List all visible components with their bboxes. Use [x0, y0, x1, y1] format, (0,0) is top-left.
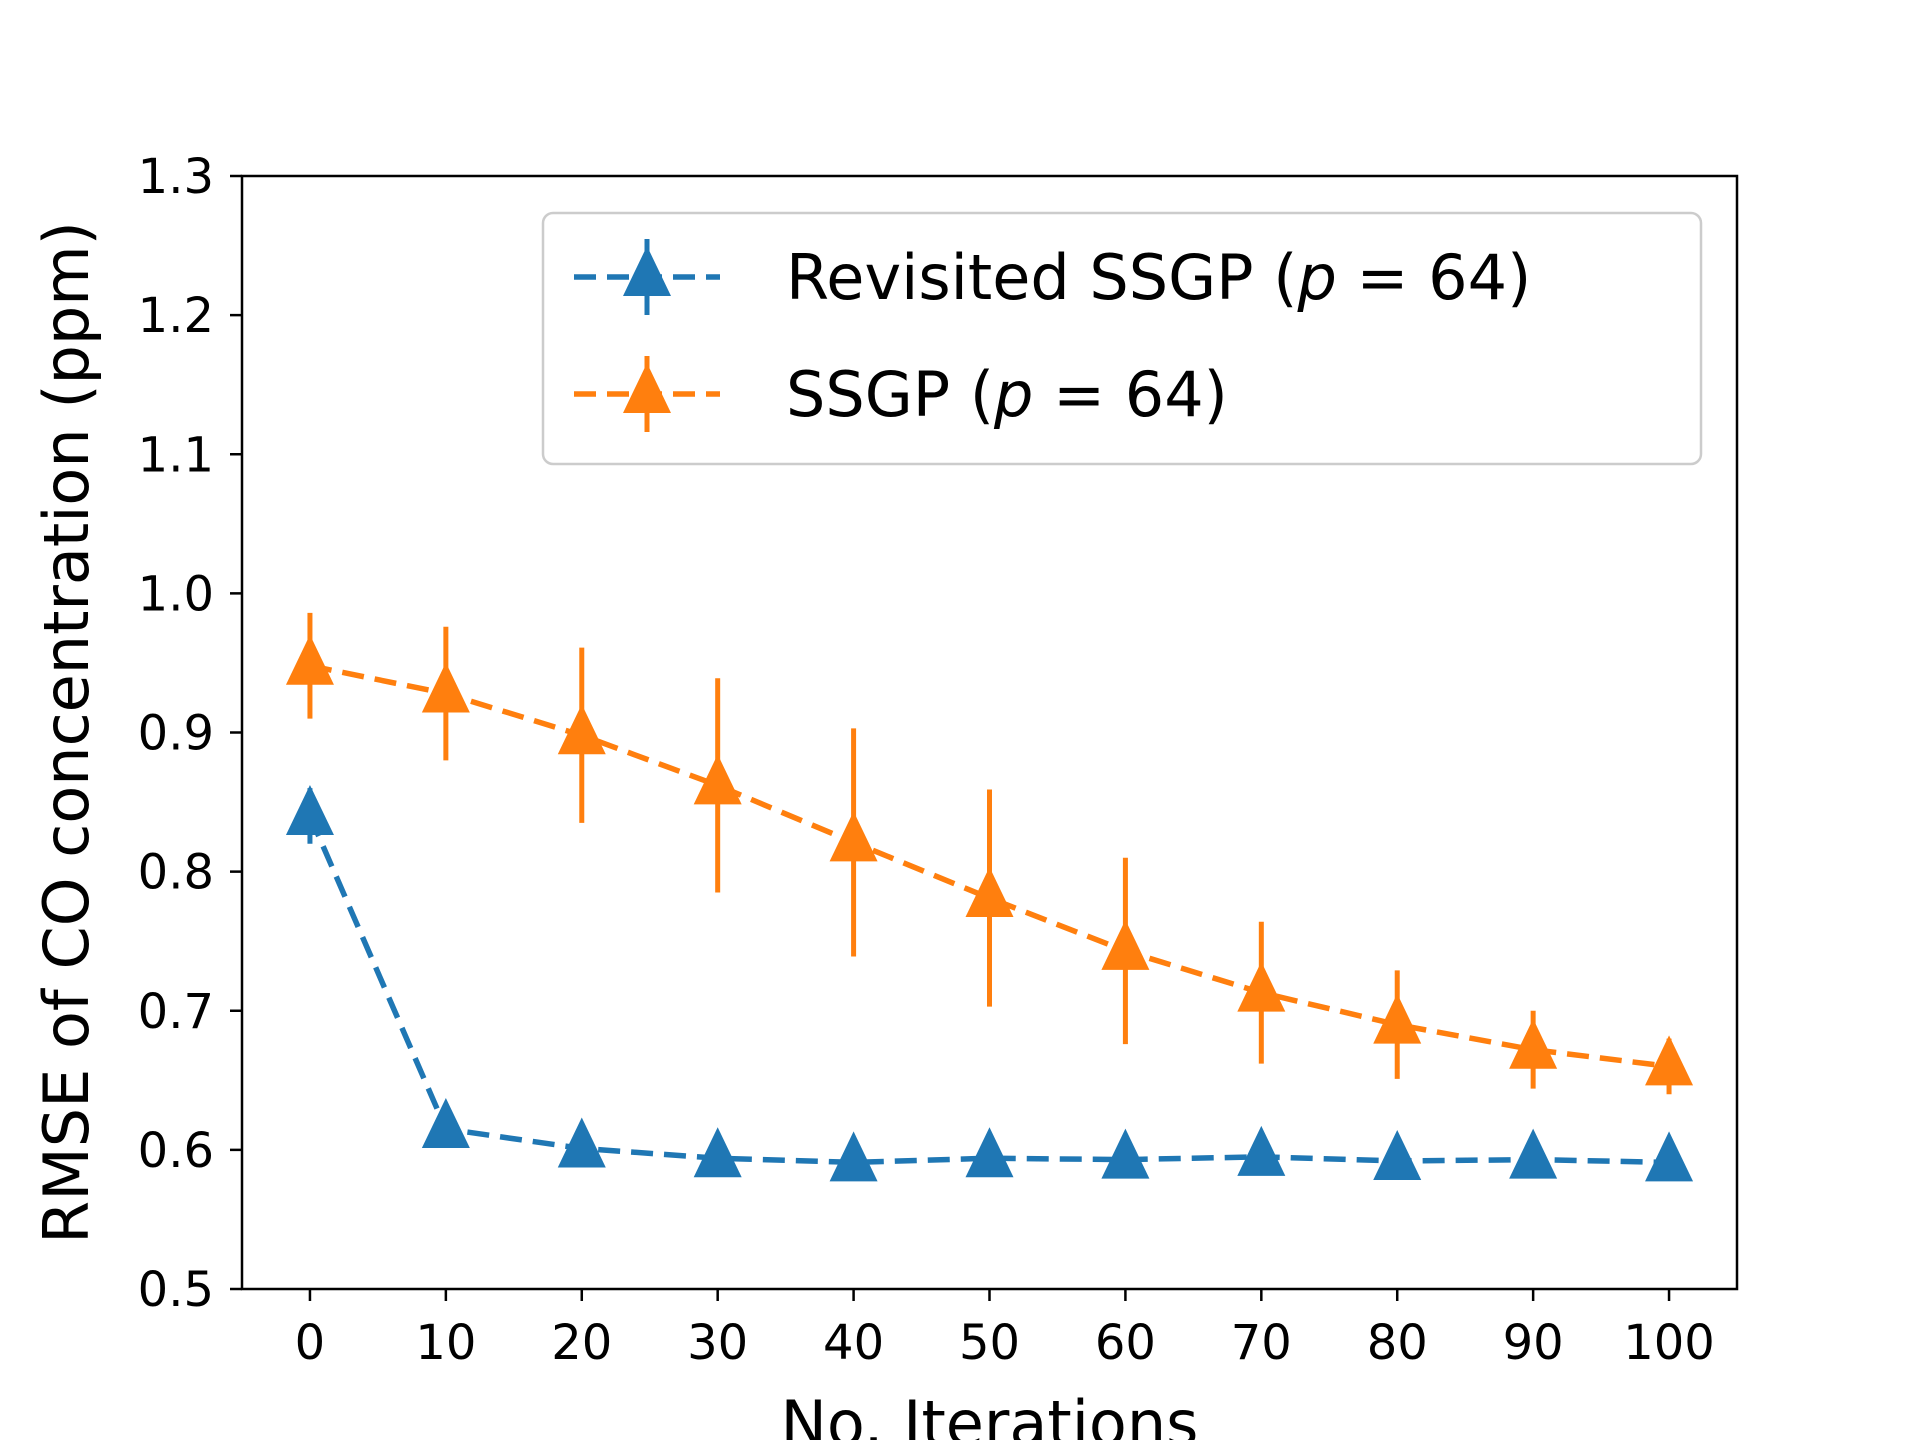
- series-1: [285, 612, 1694, 1095]
- x-tick-label: 0: [295, 1315, 326, 1371]
- y-tick-label: 0.8: [138, 845, 214, 901]
- legend: Revisited SSGP (p = 64)SSGP (p = 64): [541, 211, 1703, 466]
- data-point: [1645, 1131, 1694, 1182]
- y-axis-title: RMSE of CO concentration (ppm): [30, 221, 103, 1244]
- data-point: [1237, 1125, 1286, 1176]
- x-tick-label: 30: [687, 1315, 748, 1371]
- legend-label-value: = 64): [1337, 241, 1531, 314]
- y-tick-label: 1.3: [138, 149, 214, 205]
- legend-label-value: = 64): [1033, 358, 1227, 431]
- x-tick-label: 20: [551, 1315, 612, 1371]
- y-tick-label: 1.1: [138, 427, 214, 483]
- data-point: [829, 1131, 878, 1182]
- data-point: [1101, 1128, 1150, 1179]
- y-tick-label: 0.5: [138, 1262, 214, 1318]
- data-point: [829, 811, 878, 862]
- legend-label-text: SSGP (: [786, 358, 994, 431]
- x-tick-label: 50: [959, 1315, 1020, 1371]
- data-point: [421, 1098, 470, 1149]
- legend-label: SSGP (p = 64): [786, 358, 1228, 431]
- x-axis-title: No. Iterations: [781, 1387, 1199, 1440]
- legend-label-variable: p: [1296, 241, 1336, 314]
- data-point: [1373, 993, 1422, 1044]
- x-tick-label: 40: [823, 1315, 884, 1371]
- x-tick-label: 10: [415, 1315, 476, 1371]
- data-point: [1101, 919, 1150, 970]
- data-point: [1237, 961, 1286, 1012]
- legend-label: Revisited SSGP (p = 64): [786, 241, 1531, 314]
- legend-marker: [623, 246, 671, 296]
- data-point: [285, 784, 334, 835]
- data-point: [1509, 1128, 1558, 1179]
- legend-marker: [623, 363, 671, 413]
- data-point: [693, 754, 742, 805]
- x-tick-label: 100: [1623, 1315, 1715, 1371]
- x-tick-label: 80: [1367, 1315, 1428, 1371]
- data-point: [693, 1127, 742, 1178]
- data-point: [421, 662, 470, 713]
- series-0: [285, 784, 1694, 1182]
- data-point: [557, 1117, 606, 1168]
- y-tick-label: 0.7: [138, 984, 214, 1040]
- legend-box: [541, 211, 1703, 466]
- series-line: [307, 814, 1670, 1166]
- legend-label-text: Revisited SSGP (: [786, 241, 1297, 314]
- x-tick-label: 70: [1231, 1315, 1292, 1371]
- y-tick-label: 1.0: [138, 566, 214, 622]
- x-tick-label: 90: [1503, 1315, 1564, 1371]
- data-point: [1373, 1130, 1422, 1181]
- legend-label-variable: p: [993, 358, 1033, 431]
- series-line: [309, 663, 1670, 1070]
- data-point: [965, 867, 1014, 918]
- data-point: [965, 1127, 1014, 1178]
- y-tick-label: 0.9: [138, 706, 214, 762]
- data-point: [285, 634, 334, 685]
- y-tick-label: 1.2: [138, 288, 214, 344]
- data-point: [1645, 1035, 1694, 1086]
- data-point: [1509, 1018, 1558, 1069]
- x-tick-label: 60: [1095, 1315, 1156, 1371]
- data-point: [557, 704, 606, 755]
- y-tick-label: 0.6: [138, 1123, 214, 1179]
